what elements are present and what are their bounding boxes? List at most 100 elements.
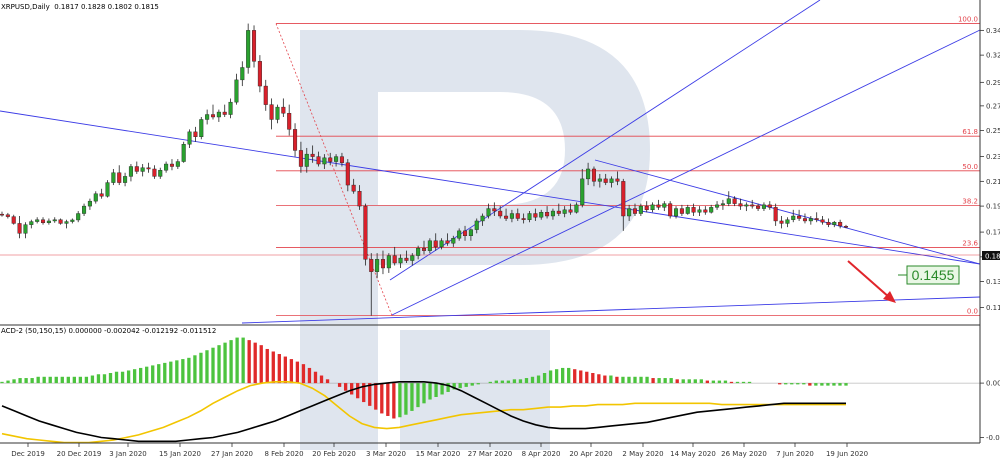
candle-up <box>744 204 749 207</box>
candle-down <box>328 157 333 162</box>
candle-up <box>35 219 40 222</box>
candle-up <box>761 204 766 209</box>
candle-up <box>275 106 280 120</box>
candle-down <box>656 204 661 208</box>
time-axis-label: 19 Jun 2020 <box>826 450 868 458</box>
candle-up <box>416 247 421 256</box>
candle-down <box>339 156 344 163</box>
candle-down <box>738 203 743 207</box>
candle-up <box>128 166 133 177</box>
candle-down <box>210 114 216 118</box>
candle-down <box>269 104 274 120</box>
candle-down <box>281 106 286 114</box>
candle-down <box>826 221 831 225</box>
candle-up <box>627 208 632 217</box>
candle-up <box>720 203 725 206</box>
candle-up <box>181 144 186 162</box>
candle-down <box>287 113 292 130</box>
candle-down <box>838 221 843 227</box>
candle-up <box>140 167 145 172</box>
candle-down <box>750 204 755 207</box>
candle-up <box>23 224 28 234</box>
candle-up <box>93 193 98 202</box>
candle-up <box>64 221 69 224</box>
candle-up <box>87 200 92 207</box>
candle-down <box>632 208 638 214</box>
candle-up <box>398 257 403 264</box>
price-axis-label: 0.320 <box>986 52 1000 60</box>
last-price-badge: 0.181 <box>982 251 1000 261</box>
price-axis-label: 0.218 <box>986 178 1000 186</box>
candle-down <box>591 168 596 182</box>
price-axis-label: 0.298 <box>986 79 1000 87</box>
candle-up <box>439 240 444 248</box>
candle-down <box>152 168 157 177</box>
macd-axis-label: 0.00 <box>986 380 1000 388</box>
candle-down <box>621 181 626 217</box>
ohlc-values: 0.1817 0.1828 0.1802 0.1815 <box>54 3 159 11</box>
candle-up <box>216 111 221 118</box>
candle-down <box>316 156 321 165</box>
candle-up <box>709 207 714 213</box>
candle-up <box>697 209 702 213</box>
candle-down <box>58 219 63 224</box>
candle-down <box>17 223 22 234</box>
candle-up <box>715 204 720 208</box>
candle-up <box>158 170 163 177</box>
candle-down <box>252 30 257 62</box>
candle-up <box>76 213 81 221</box>
candle-up <box>52 219 57 222</box>
macd-signal-line <box>1 380 846 444</box>
candle-up <box>785 219 790 224</box>
candle-up <box>539 212 544 218</box>
ascending-channel-lower <box>391 29 981 316</box>
target-label: 0.1455 <box>912 267 955 283</box>
indicator-header: ACD-2 (50,150,15) 0.000000 -0.002042 -0.… <box>1 327 217 335</box>
candle-up <box>82 205 87 214</box>
candle-down <box>146 167 151 170</box>
candle-up <box>187 131 192 145</box>
price-axis-label: 0.279 <box>986 102 1000 110</box>
candle-up <box>597 178 602 182</box>
candle-up <box>175 161 180 167</box>
candle-down <box>533 213 538 218</box>
candle-up <box>334 156 339 162</box>
time-axis-label: 8 Apr 2020 <box>522 450 561 458</box>
candle-down <box>193 131 198 138</box>
candle-up <box>164 163 169 171</box>
descending-trendline-lower <box>241 296 981 324</box>
candle-up <box>234 79 239 103</box>
descending-trendline-upper <box>0 110 981 265</box>
fib-level-label: 38.2 <box>962 197 978 205</box>
candle-down <box>99 193 104 197</box>
candle-down <box>345 162 350 186</box>
price-axis-label: 0.259 <box>986 127 1000 135</box>
candle-down <box>779 220 784 224</box>
candle-down <box>492 208 497 212</box>
forecast-arrow-head <box>883 291 896 303</box>
candle-up <box>29 221 34 225</box>
candle-down <box>11 216 16 224</box>
candle-down <box>767 204 772 208</box>
macd-main-line <box>1 380 846 443</box>
candle-down <box>369 259 374 272</box>
candle-up <box>123 176 128 183</box>
fib-level-label: 100.0 <box>958 16 978 24</box>
candle-down <box>504 215 509 219</box>
time-axis-label: 14 May 2020 <box>670 450 716 458</box>
candle-down <box>257 61 262 87</box>
candle-up <box>474 220 479 230</box>
candle-down <box>433 240 438 248</box>
candle-down <box>363 205 368 260</box>
candle-up <box>650 204 655 211</box>
time-axis: Dec 2019 20 Dec 2019 3 Jan 2020 15 Jan 2020… <box>11 443 868 458</box>
candle-down <box>521 218 526 220</box>
candle-down <box>41 219 46 224</box>
last-price-badge-bg <box>982 251 1000 260</box>
candle-down <box>380 259 385 269</box>
candle-down <box>843 226 849 228</box>
candle-up <box>46 220 51 224</box>
candle-down <box>222 111 227 115</box>
candle-down <box>756 205 761 209</box>
